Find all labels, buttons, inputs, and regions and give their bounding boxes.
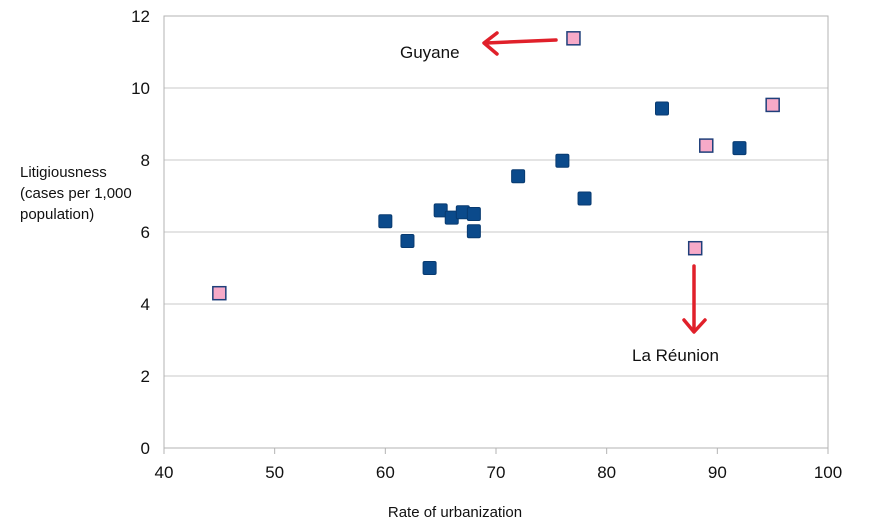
arrow-down-icon bbox=[682, 264, 707, 334]
scatter-point bbox=[212, 285, 227, 301]
x-tick-label: 80 bbox=[597, 463, 616, 482]
y-tick-label: 8 bbox=[141, 151, 150, 170]
gridlines bbox=[164, 15, 828, 449]
y-tick-label: 10 bbox=[131, 79, 150, 98]
scatter-point bbox=[732, 141, 747, 156]
scatter-point bbox=[699, 138, 714, 153]
scatter-point bbox=[400, 234, 415, 248]
x-axis-ticks: 40 50 60 70 80 90 100 bbox=[155, 448, 842, 482]
y-tick-label: 6 bbox=[141, 223, 150, 242]
y-axis-title-line-3: population) bbox=[20, 206, 94, 223]
y-tick-label: 4 bbox=[141, 295, 150, 314]
x-axis-title: Rate of urbanization bbox=[388, 504, 522, 521]
x-tick-label: 40 bbox=[155, 463, 174, 482]
arrow-left-icon bbox=[482, 31, 558, 56]
x-tick-label: 50 bbox=[265, 463, 284, 482]
x-tick-label: 60 bbox=[376, 463, 395, 482]
y-axis-title: Litigiousness (cases per 1,000 populatio… bbox=[20, 164, 132, 223]
y-axis-title-line-1: Litigiousness bbox=[20, 164, 107, 181]
y-tick-label: 0 bbox=[141, 439, 150, 458]
scatter-point bbox=[566, 31, 581, 46]
y-axis-ticks: 0 2 4 6 8 10 12 bbox=[131, 7, 150, 458]
annotation-label-guyane: Guyane bbox=[400, 43, 460, 62]
y-axis-title-line-2: (cases per 1,000 bbox=[20, 185, 132, 202]
scatter-point bbox=[511, 169, 526, 184]
annotation-la-reunion: La Réunion bbox=[632, 264, 719, 365]
y-tick-label: 2 bbox=[141, 367, 150, 386]
scatter-point bbox=[433, 203, 448, 218]
scatter-point bbox=[378, 214, 393, 229]
scatter-point bbox=[422, 261, 437, 275]
x-tick-label: 90 bbox=[708, 463, 727, 482]
annotation-guyane: Guyane bbox=[400, 31, 558, 62]
scatter-point bbox=[555, 153, 570, 168]
annotation-label-la-reunion: La Réunion bbox=[632, 346, 719, 365]
scatter-point bbox=[577, 191, 592, 206]
x-tick-label: 100 bbox=[814, 463, 842, 482]
x-tick-label: 70 bbox=[487, 463, 506, 482]
data-points bbox=[212, 31, 780, 301]
y-tick-label: 12 bbox=[131, 7, 150, 26]
scatter-point bbox=[655, 101, 669, 116]
scatter-point bbox=[687, 240, 703, 256]
scatter-point bbox=[466, 207, 481, 221]
scatter-point bbox=[466, 224, 481, 239]
scatter-point bbox=[765, 97, 780, 113]
